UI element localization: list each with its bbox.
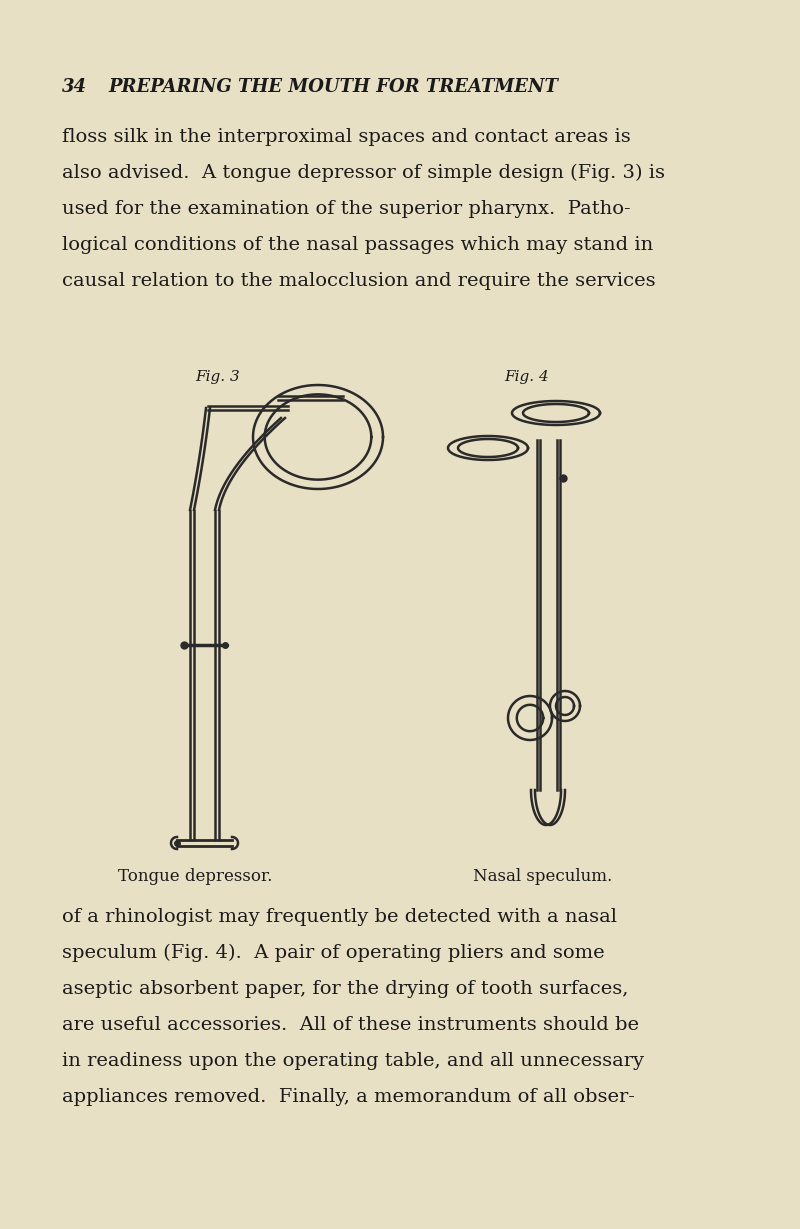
Text: floss silk in the interproximal spaces and contact areas is: floss silk in the interproximal spaces a… [62,128,630,146]
Text: aseptic absorbent paper, for the drying of tooth surfaces,: aseptic absorbent paper, for the drying … [62,980,628,998]
Text: of a rhinologist may frequently be detected with a nasal: of a rhinologist may frequently be detec… [62,908,617,925]
Text: PREPARING THE MOUTH FOR TREATMENT: PREPARING THE MOUTH FOR TREATMENT [108,77,558,96]
Text: 34: 34 [62,77,87,96]
Text: also advised.  A tongue depressor of simple design (Fig. 3) is: also advised. A tongue depressor of simp… [62,163,665,182]
Text: Fig. 4: Fig. 4 [505,370,550,383]
Text: Fig. 3: Fig. 3 [196,370,240,383]
Text: Tongue depressor.: Tongue depressor. [118,868,272,885]
Text: causal relation to the malocclusion and require the services: causal relation to the malocclusion and … [62,272,656,290]
Text: used for the examination of the superior pharynx.  Patho-: used for the examination of the superior… [62,200,630,218]
Text: in readiness upon the operating table, and all unnecessary: in readiness upon the operating table, a… [62,1052,644,1070]
Text: Nasal speculum.: Nasal speculum. [474,868,613,885]
Text: speculum (Fig. 4).  A pair of operating pliers and some: speculum (Fig. 4). A pair of operating p… [62,944,605,962]
Text: are useful accessories.  All of these instruments should be: are useful accessories. All of these ins… [62,1016,639,1034]
Text: logical conditions of the nasal passages which may stand in: logical conditions of the nasal passages… [62,236,654,254]
Text: appliances removed.  Finally, a memorandum of all obser-: appliances removed. Finally, a memorandu… [62,1088,635,1106]
